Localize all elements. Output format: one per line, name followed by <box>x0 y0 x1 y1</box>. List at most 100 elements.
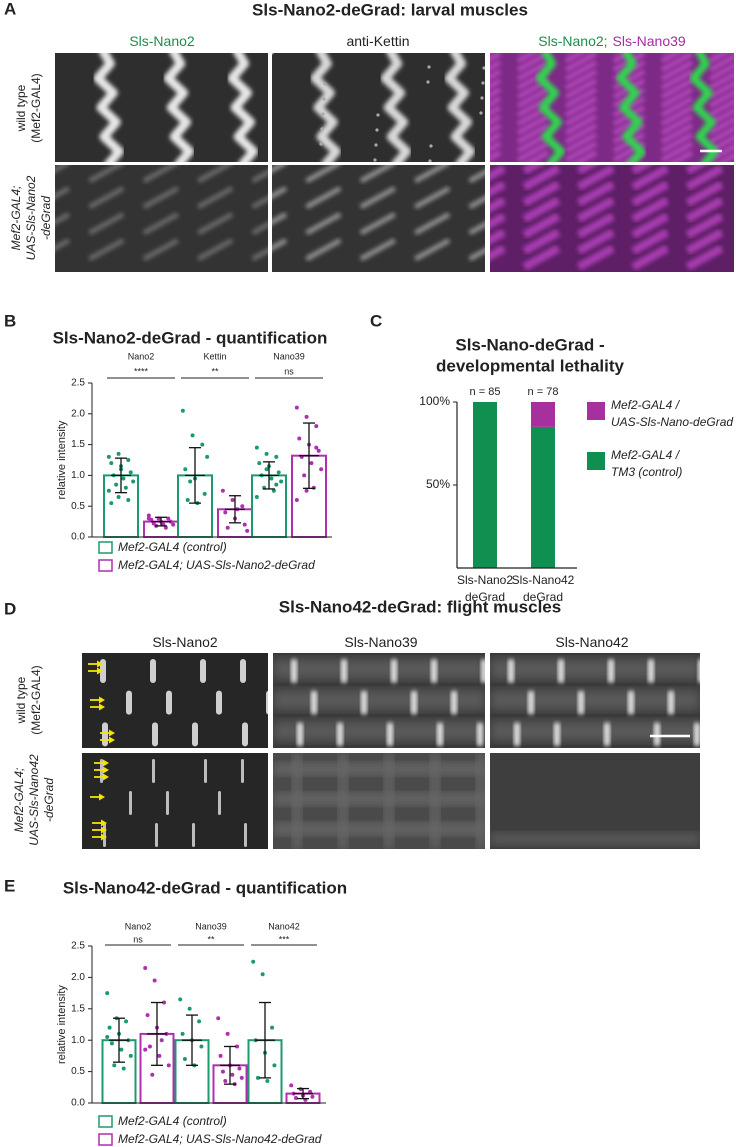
stripe <box>468 169 485 184</box>
stripe <box>55 238 71 251</box>
z-disc <box>437 722 443 747</box>
data-point <box>264 467 269 472</box>
arrow-head <box>101 826 107 834</box>
stripe <box>708 89 734 109</box>
stripe <box>564 78 598 100</box>
stripe <box>685 228 724 255</box>
data-point <box>254 445 259 450</box>
legend-swatch <box>98 1133 113 1146</box>
data-point <box>269 476 274 481</box>
data-point <box>216 1016 221 1021</box>
z-disc <box>608 659 614 683</box>
legend-label: Mef2-GAL4 / <box>611 398 681 412</box>
stripe <box>55 186 71 199</box>
stripe <box>490 123 502 134</box>
speck <box>320 127 324 131</box>
stripe <box>631 165 670 191</box>
stripe <box>576 165 599 175</box>
stripe <box>490 78 502 89</box>
stripe <box>710 27 736 44</box>
z-disc <box>166 791 169 815</box>
data-point <box>182 1057 187 1062</box>
stripe <box>708 62 734 82</box>
row-label: -deGrad <box>42 778 56 822</box>
z-disc <box>200 659 206 683</box>
band <box>273 659 485 679</box>
stripe <box>227 53 259 162</box>
stripe <box>88 212 125 236</box>
data-point <box>190 433 195 438</box>
y-tick-label: 2.0 <box>71 972 85 983</box>
data-point <box>152 978 157 983</box>
stripe <box>251 247 268 262</box>
stripe <box>470 36 500 53</box>
data-point <box>126 458 131 462</box>
header-part: Sls-Nano2 <box>152 634 218 650</box>
stripe <box>93 53 124 162</box>
legend-swatch <box>98 541 113 554</box>
data-point <box>124 1019 129 1024</box>
stripe <box>660 87 694 109</box>
z-disc <box>508 659 514 683</box>
stripe <box>685 196 724 223</box>
y-tick-label: 1.0 <box>71 1035 85 1046</box>
legend-swatch <box>587 452 605 470</box>
y-tick-label: 1.5 <box>71 1003 85 1014</box>
stripe <box>359 238 397 262</box>
stripe <box>490 87 502 98</box>
data-point <box>109 461 114 466</box>
y-axis-label: relative intensity <box>56 420 68 499</box>
stripe <box>612 53 634 64</box>
y-tick-label: 1.5 <box>71 439 85 450</box>
micrograph <box>273 653 485 748</box>
y-tick-label: 2.0 <box>71 408 85 419</box>
data-point <box>314 424 319 429</box>
stripe <box>522 244 561 271</box>
chart-title: Sls-Nano2-deGrad - quantification <box>53 328 328 347</box>
row-label: -deGrad <box>39 196 53 240</box>
z-disc <box>654 722 660 747</box>
data-point <box>242 522 247 527</box>
significance-label: ** <box>211 366 219 376</box>
group-label: Nano39 <box>273 351 305 361</box>
data-point <box>121 1066 126 1071</box>
row-label: (Mef2-GAL4) <box>29 665 43 734</box>
stripe <box>413 186 451 210</box>
stripe <box>196 165 233 184</box>
data-point <box>302 473 307 478</box>
significance-label: *** <box>279 934 290 944</box>
panel-letter: D <box>4 599 16 618</box>
stripe <box>660 53 694 73</box>
z-disc <box>558 659 564 683</box>
z-disc <box>297 722 303 747</box>
stripe <box>380 53 412 162</box>
stripe <box>685 244 724 271</box>
stripe <box>522 165 544 175</box>
x-tick-label: deGrad <box>523 590 563 604</box>
stripe <box>516 53 538 64</box>
panel-letter: C <box>370 311 382 330</box>
z-disc <box>241 759 244 783</box>
stripe <box>468 221 485 236</box>
stripe <box>717 152 734 162</box>
stripe <box>359 186 397 210</box>
stripe <box>142 186 180 210</box>
stripe <box>535 53 566 162</box>
z-disc <box>698 659 700 683</box>
data-point <box>245 528 250 533</box>
stripe <box>708 98 734 118</box>
column-header: Sls-Nano2 <box>129 33 195 49</box>
z-disc <box>694 722 700 747</box>
data-point <box>121 476 126 481</box>
data-point <box>294 405 299 410</box>
stripe <box>660 69 694 91</box>
row-label: wild type <box>14 84 28 132</box>
stripe <box>564 105 598 127</box>
stripe <box>413 212 451 236</box>
stripe <box>708 71 734 91</box>
stripe <box>564 132 598 154</box>
legend-swatch <box>587 402 605 420</box>
speck <box>322 97 326 101</box>
stripe <box>660 105 694 127</box>
group-label: Kettin <box>203 351 226 361</box>
